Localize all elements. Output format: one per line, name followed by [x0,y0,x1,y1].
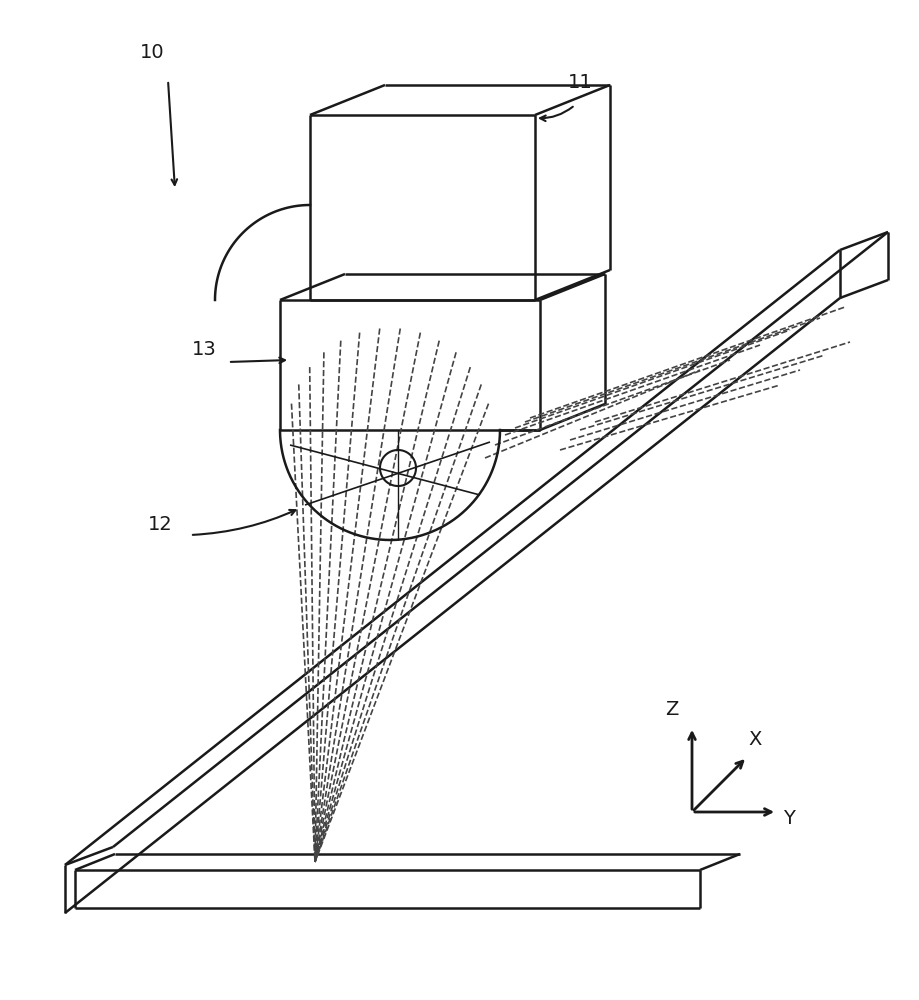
Text: Y: Y [782,809,794,828]
Text: 12: 12 [148,515,173,534]
Text: X: X [747,730,761,749]
Text: Z: Z [664,700,678,719]
Text: 10: 10 [140,43,165,62]
Text: 13: 13 [192,340,217,359]
Text: 11: 11 [567,73,592,92]
